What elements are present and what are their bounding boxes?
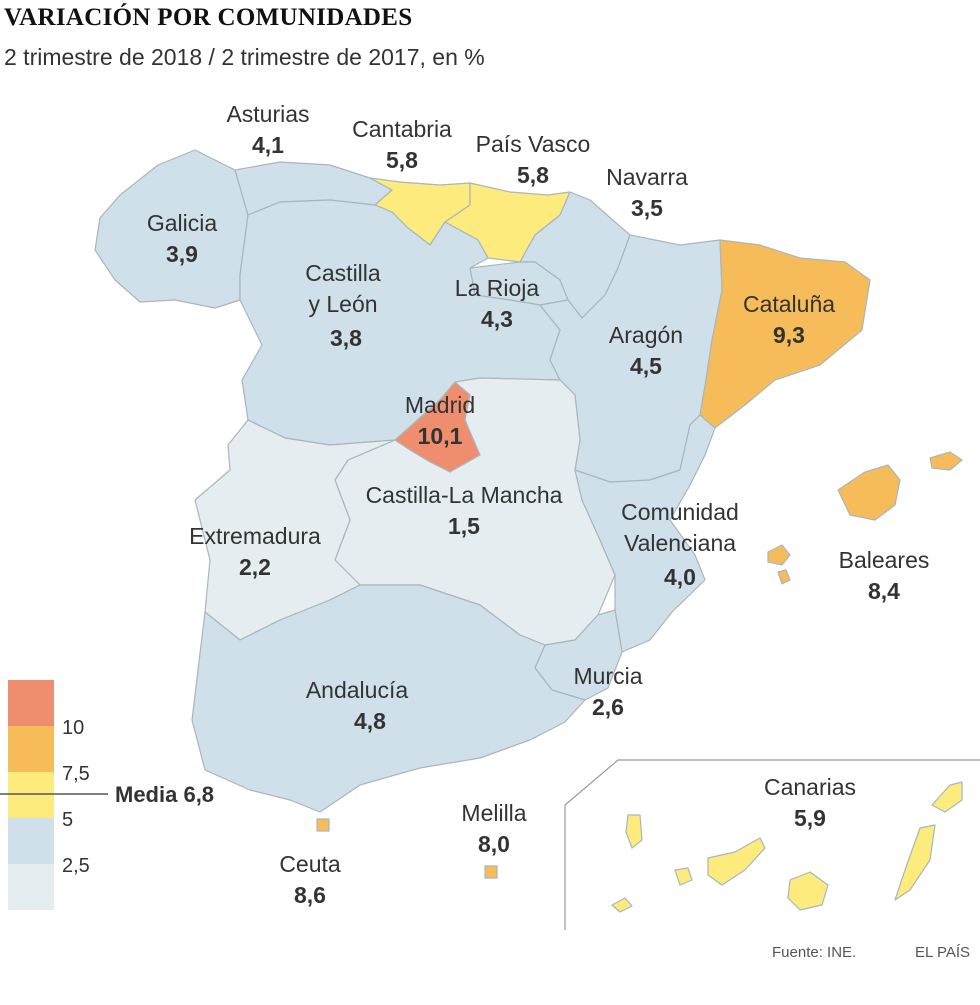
map-title: VARIACIÓN POR COMUNIDADES: [4, 4, 413, 31]
value-cataluna: 9,3: [773, 322, 805, 348]
legend-tick-10: 10: [62, 717, 84, 739]
region-canarias-lanzarote[interactable]: [931, 781, 963, 813]
legend-swatch-lt2-5: [8, 864, 54, 910]
label-castilla-leon-2: y León: [308, 291, 377, 317]
region-cataluna[interactable]: [699, 239, 871, 429]
label-ceuta: Ceuta: [279, 851, 341, 877]
region-canarias-la-gomera[interactable]: [674, 867, 693, 886]
legend-tick-7-5: 7,5: [62, 763, 90, 785]
legend-swatch-5-7-5: [8, 772, 54, 818]
legend-tick-5: 5: [62, 809, 73, 831]
label-comunidad-valenciana-1: Comunidad: [621, 499, 739, 525]
region-canarias-gran-canaria[interactable]: [787, 871, 829, 911]
region-baleares-mallorca[interactable]: [837, 464, 901, 521]
region-canarias-fuerteventura[interactable]: [894, 824, 936, 901]
legend-swatch-7-5-10: [8, 726, 54, 772]
region-canarias-el-hierro[interactable]: [611, 897, 633, 913]
region-comunidad-valenciana[interactable]: [574, 414, 716, 653]
value-murcia: 2,6: [592, 694, 624, 720]
value-andalucia: 4,8: [354, 708, 386, 734]
value-baleares: 8,4: [868, 578, 900, 604]
value-madrid: 10,1: [418, 423, 463, 449]
brand-logo: EL PAÍS: [915, 944, 971, 961]
label-aragon: Aragón: [609, 322, 683, 348]
label-melilla: Melilla: [461, 800, 526, 826]
label-asturias: Asturias: [226, 101, 309, 127]
value-asturias: 4,1: [252, 132, 284, 158]
label-extremadura: Extremadura: [189, 523, 321, 549]
region-andalucia[interactable]: [191, 584, 586, 813]
label-madrid: Madrid: [405, 392, 475, 418]
value-cantabria: 5,8: [386, 147, 418, 173]
region-labels: Asturias 4,1 Cantabria 5,8 País Vasco 5,…: [147, 101, 930, 908]
region-baleares-ibiza[interactable]: [767, 544, 791, 566]
label-navarra: Navarra: [606, 164, 688, 190]
canarias-inset-frame: [564, 759, 980, 930]
value-castilla-leon: 3,8: [330, 325, 362, 351]
label-baleares: Baleares: [839, 547, 930, 573]
legend-media-label: Media 6,8: [115, 782, 214, 807]
label-andalucia: Andalucía: [306, 677, 409, 703]
region-melilla[interactable]: [484, 865, 498, 879]
value-galicia: 3,9: [166, 241, 198, 267]
value-extremadura: 2,2: [239, 554, 271, 580]
label-galicia: Galicia: [147, 210, 218, 236]
label-castilla-leon-1: Castilla: [305, 260, 381, 286]
map-subtitle: 2 trimestre de 2018 / 2 trimestre de 201…: [4, 44, 485, 70]
value-comunidad-valenciana: 4,0: [664, 564, 696, 590]
region-canarias-tenerife[interactable]: [707, 837, 766, 886]
label-la-rioja: La Rioja: [455, 275, 540, 301]
legend-tick-2-5: 2,5: [62, 855, 90, 877]
value-pais-vasco: 5,8: [517, 162, 549, 188]
region-canarias-la-palma[interactable]: [625, 814, 643, 849]
color-legend: 10 7,5 5 2,5 Media 6,8: [0, 680, 214, 910]
legend-swatch-gt10: [8, 680, 54, 726]
label-cantabria: Cantabria: [352, 116, 452, 142]
value-canarias: 5,9: [794, 805, 826, 831]
label-pais-vasco: País Vasco: [476, 131, 591, 157]
label-cataluna: Cataluña: [743, 291, 835, 317]
value-la-rioja: 4,3: [481, 306, 513, 332]
label-canarias: Canarias: [764, 774, 856, 800]
value-melilla: 8,0: [478, 831, 510, 857]
value-ceuta: 8,6: [294, 882, 326, 908]
label-comunidad-valenciana-2: Valenciana: [624, 530, 736, 556]
label-murcia: Murcia: [573, 663, 642, 689]
legend-swatch-2-5-5: [8, 818, 54, 864]
value-navarra: 3,5: [631, 195, 663, 221]
region-baleares-menorca[interactable]: [929, 451, 963, 471]
label-castilla-la-mancha: Castilla-La Mancha: [366, 482, 563, 508]
region-ceuta[interactable]: [316, 818, 330, 832]
value-aragon: 4,5: [630, 353, 662, 379]
value-castilla-la-mancha: 1,5: [448, 513, 480, 539]
region-baleares-formentera[interactable]: [777, 569, 791, 585]
source-note: Fuente: INE.: [772, 944, 857, 961]
